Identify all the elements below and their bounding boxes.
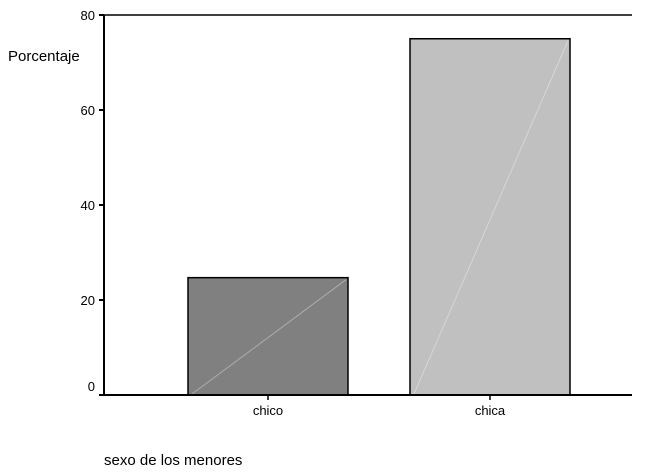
y-tick-label: 80 bbox=[81, 8, 95, 23]
y-tick-label: 0 bbox=[88, 379, 95, 394]
x-axis-label: sexo de los menores bbox=[104, 452, 242, 469]
y-tick-label: 40 bbox=[81, 198, 95, 213]
bar-diagonal-line bbox=[191, 279, 347, 395]
bar-diagonal-line bbox=[413, 40, 569, 395]
y-tick-label: 60 bbox=[81, 103, 95, 118]
x-axis-ticks: chico chica bbox=[253, 395, 506, 418]
bars bbox=[187, 38, 571, 396]
x-tick-label-chico: chico bbox=[253, 403, 283, 418]
x-tick-label-chica: chica bbox=[475, 403, 506, 418]
y-axis-ticks: 0 20 40 60 80 bbox=[81, 8, 104, 396]
y-axis-label: Porcentaje bbox=[8, 48, 80, 65]
y-tick-label: 20 bbox=[81, 293, 95, 308]
bar-chico bbox=[187, 276, 349, 396]
